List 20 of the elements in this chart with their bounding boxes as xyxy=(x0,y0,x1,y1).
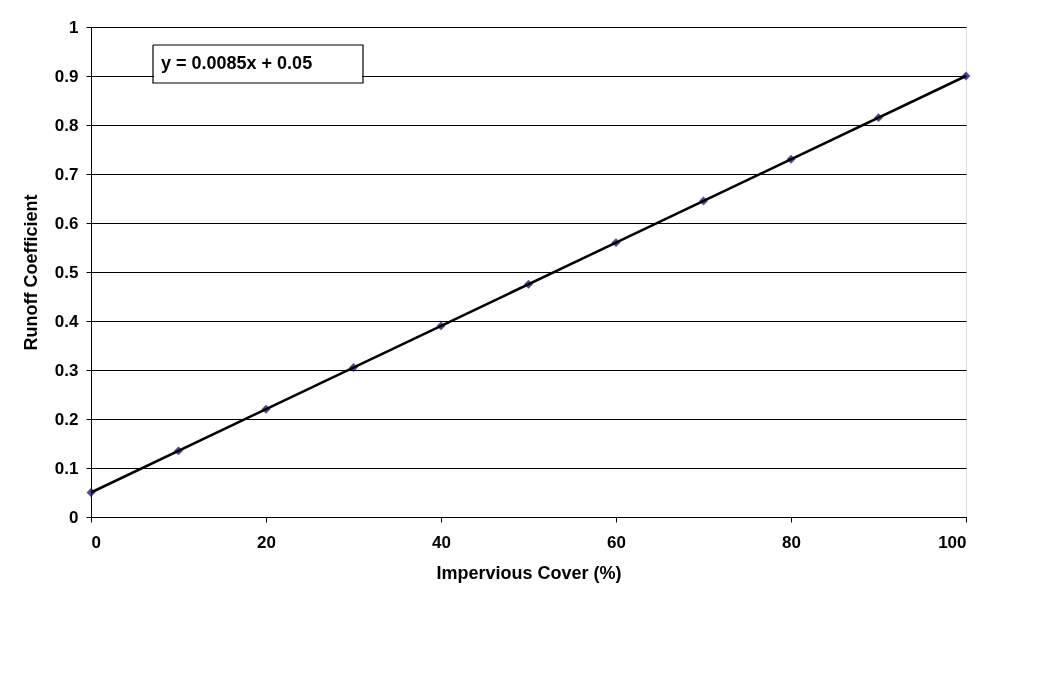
y-axis-title: Runoff Coefficient xyxy=(20,194,41,351)
x-tick-label: 20 xyxy=(257,532,276,552)
y-tick-label: 0.5 xyxy=(54,262,79,282)
annotation: y = 0.0085x + 0.05 xyxy=(161,53,313,73)
x-tick-label: 60 xyxy=(607,532,626,552)
x-tick-label: 40 xyxy=(432,532,451,552)
x-tick-label: 0 xyxy=(91,532,101,552)
y-tick-label: 0.2 xyxy=(54,409,79,429)
y-tick-label: 0.8 xyxy=(54,115,79,135)
y-tick-label: 0.7 xyxy=(54,164,79,184)
x-tick-label: 100 xyxy=(938,532,967,552)
y-tick-label: 0.1 xyxy=(54,458,79,478)
y-tick-label: 0 xyxy=(69,507,79,527)
y-tick-label: 0.9 xyxy=(54,66,79,86)
y-tick-label: 0.4 xyxy=(54,311,80,331)
y-tick-label: 0.6 xyxy=(54,213,79,233)
y-tick-label: 0.3 xyxy=(54,360,79,380)
y-tick-label: 1 xyxy=(69,17,79,37)
x-tick-label: 80 xyxy=(782,532,801,552)
x-axis-title: Impervious Cover (%) xyxy=(436,562,622,583)
